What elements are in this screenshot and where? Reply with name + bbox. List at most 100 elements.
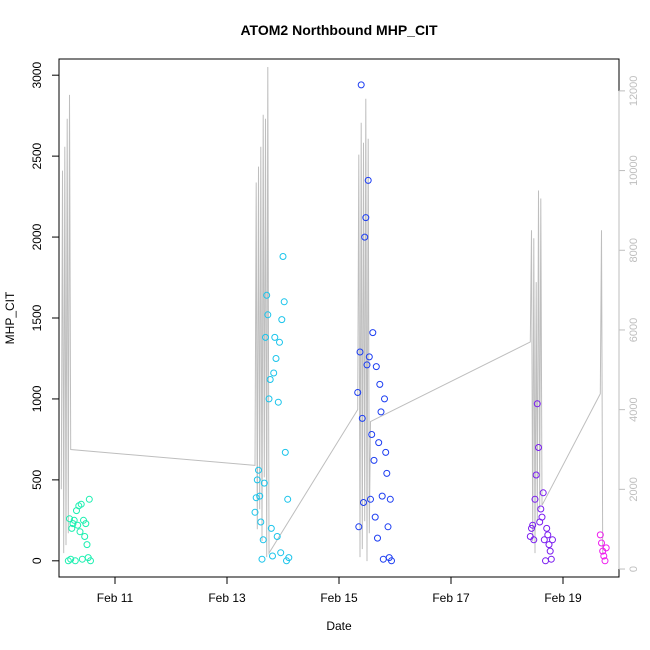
data-point [363,361,371,369]
data-point [285,554,293,562]
y2-tick-label: 0 [628,566,640,572]
y2-tick-label: 2000 [628,477,640,501]
data-point [374,534,381,542]
data-point [543,524,551,532]
x-tick-label: Feb 11 [97,591,134,605]
data-point [379,555,387,563]
data-point [87,557,94,565]
data-point [370,456,378,464]
data-point [600,552,608,560]
data-point [264,311,272,319]
data-point [281,448,289,456]
data-point [369,329,377,337]
data-point [81,533,89,540]
x-tick-label: Feb 15 [320,591,358,605]
data-point [386,495,394,503]
data-point [280,298,288,306]
data-point [271,333,279,341]
data-point [278,316,286,324]
data-point [357,81,365,89]
data-point [381,395,388,403]
data-point [542,557,549,565]
data-point [356,348,364,356]
data-point [365,353,373,361]
data-point [361,233,369,241]
data-point [258,555,266,563]
data-point [372,363,380,371]
data-point [262,333,269,341]
data-point [549,536,556,544]
data-point [378,492,386,500]
data-point [253,476,261,484]
data-point [544,531,552,539]
data-point [384,523,392,531]
data-point [364,176,372,184]
data-point [67,555,75,563]
y-axis-label: MHP_CIT [3,291,17,344]
data-point [532,471,540,479]
x-tick-label: Feb 17 [432,591,470,605]
data-point [383,469,391,477]
data-point [382,448,390,456]
data-point [388,557,395,565]
data-point [367,495,374,503]
y-tick-label: 1000 [30,385,44,412]
y-tick-label: 3000 [30,62,44,89]
data-point [528,524,535,532]
chart-title: ATOM2 Northbound MHP_CIT [240,22,437,38]
data-point [69,520,77,528]
data-point [529,521,537,529]
y-axis: 0 500 1000 1500 2000 2500 3000 [30,62,60,564]
data-point [358,414,366,422]
data-point [355,523,363,531]
data-point [74,521,82,529]
data-point [252,494,260,502]
x-axis: Feb 11 Feb 13 Feb 15 Feb 17 Feb 19 [97,576,582,605]
data-point [85,495,93,503]
data-point [375,439,383,447]
y2-tick-label: 10000 [628,155,640,186]
data-point [251,508,259,516]
data-point [546,547,554,555]
data-point [269,552,276,560]
data-point [545,541,553,549]
data-point [77,500,85,508]
data-point [530,536,538,544]
data-point [601,557,609,565]
data-point [362,214,370,222]
y2-tick-label: 12000 [628,76,640,107]
data-point [376,380,384,388]
data-point [70,516,78,524]
data-point [256,492,264,500]
data-point [82,520,90,528]
data-point [284,495,292,503]
data-point [598,539,605,547]
y2-tick-label: 4000 [628,397,640,421]
data-point [602,544,610,552]
y2-tick-label: 6000 [628,318,640,342]
y-tick-label: 500 [30,470,44,490]
data-point [537,505,545,513]
secondary-series-line [60,66,604,562]
data-point [533,400,541,408]
data-point [531,495,539,503]
y-tick-label: 2500 [30,142,44,169]
data-point [377,408,385,416]
data-point [265,395,273,403]
data-point [68,524,76,532]
data-point [273,533,281,540]
data-point [539,489,547,497]
y-tick-label: 1500 [30,304,44,331]
data-point [76,528,84,536]
data-point [547,555,555,563]
data-point [257,518,265,526]
data-point [83,541,91,549]
data-point [371,513,379,521]
data-point [368,431,376,438]
data-point [354,389,362,396]
x-tick-label: Feb 19 [544,591,582,605]
data-point [66,515,73,523]
data-point [260,479,268,487]
data-point [270,369,278,377]
